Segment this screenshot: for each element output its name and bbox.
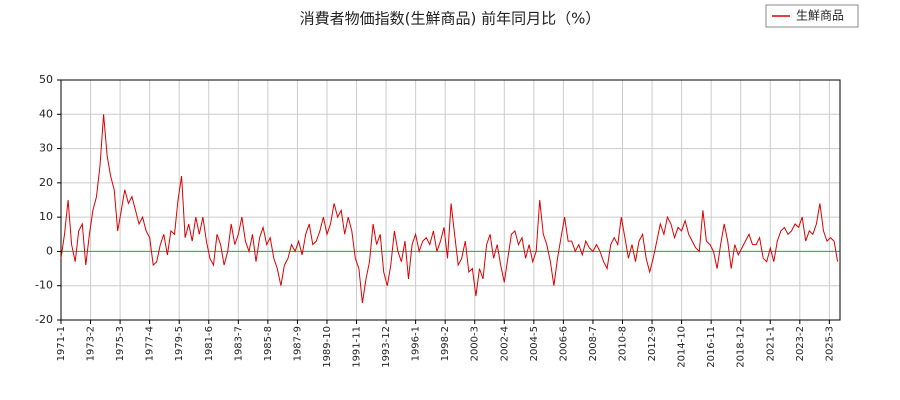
x-tick-label: 2012-9	[647, 326, 658, 361]
x-tick-label: 2014-10	[677, 326, 688, 368]
y-tick-label: -10	[35, 279, 53, 292]
x-tick-label: 1973-2	[86, 326, 97, 361]
y-tick-label: 50	[39, 73, 53, 86]
x-tick-label: 2018-12	[736, 326, 747, 368]
x-tick-label: 1998-2	[440, 326, 451, 361]
x-tick-label: 1981-6	[204, 326, 215, 361]
x-tick-label: 2023-2	[795, 326, 806, 361]
x-tick-label: 2004-5	[529, 326, 540, 361]
y-tick-label: 0	[46, 244, 53, 257]
x-tick-label: 2008-7	[588, 326, 599, 361]
x-tick-label: 1983-7	[233, 326, 244, 361]
x-tick-label: 1985-8	[263, 326, 274, 361]
x-tick-label: 1971-1	[56, 326, 67, 361]
y-tick-label: 40	[39, 107, 53, 120]
chart-title: 消費者物価指数(生鮮商品) 前年同月比（%）	[300, 10, 601, 28]
x-tick-label: 2000-3	[470, 326, 481, 361]
x-tick-label: 2002-4	[499, 326, 510, 361]
x-tick-label: 1979-5	[174, 326, 185, 361]
x-tick-label: 1996-1	[411, 326, 422, 361]
x-tick-label: 2010-8	[617, 326, 628, 361]
x-tick-label: 2006-6	[558, 326, 569, 361]
x-tick-label: 1977-4	[145, 326, 156, 361]
x-tick-label: 1989-10	[322, 326, 333, 368]
x-tick-label: 1987-9	[292, 326, 303, 361]
plot-frame	[60, 79, 841, 321]
y-tick-label: 10	[39, 210, 53, 223]
y-tick-label: 30	[39, 142, 53, 155]
legend: 生鮮商品	[765, 4, 859, 28]
y-tick-label: 20	[39, 176, 53, 189]
legend-label: 生鮮商品	[796, 8, 844, 23]
x-tick-label: 1991-11	[352, 326, 363, 368]
x-tick-label: 1975-3	[115, 326, 126, 361]
x-tick-label: 2021-1	[765, 326, 776, 361]
data-line	[60, 114, 839, 303]
x-tick-label: 1993-12	[381, 326, 392, 368]
legend-box	[765, 4, 859, 28]
y-tick-label: -20	[35, 313, 53, 326]
x-tick-label: 2025-3	[824, 326, 835, 361]
x-tick-label: 2016-11	[706, 326, 717, 368]
